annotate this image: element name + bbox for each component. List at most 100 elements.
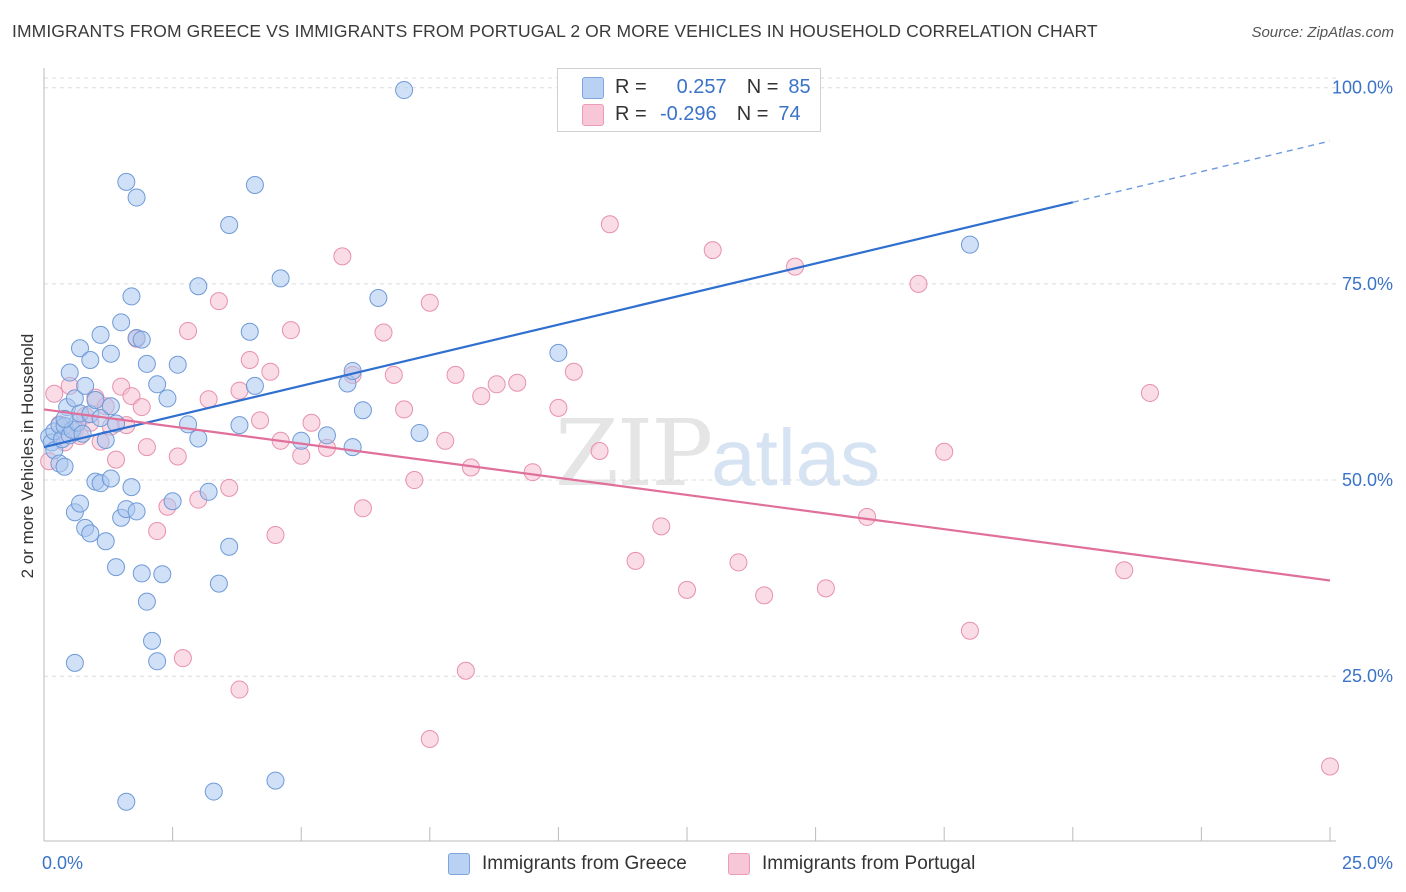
greece-point <box>91 325 110 344</box>
portugal-point <box>420 293 439 312</box>
greece-point <box>132 330 151 349</box>
portugal-point <box>333 247 352 266</box>
greece-trend-extension <box>1072 140 1331 203</box>
greece-point <box>245 376 264 395</box>
y-tick-label: 25.0% <box>1342 666 1393 686</box>
portugal-point <box>456 661 475 680</box>
greece-point <box>343 361 362 380</box>
greece-point <box>220 537 239 556</box>
greece-point <box>148 375 167 394</box>
portugal-point <box>261 362 280 381</box>
y-tick-label: 100.0% <box>1332 78 1393 98</box>
trend-lines <box>43 140 1331 582</box>
portugal-point <box>395 400 414 419</box>
portugal-point <box>132 398 151 417</box>
portugal-point <box>230 381 249 400</box>
n-label: N = <box>736 102 769 125</box>
r-value: 0.257 <box>676 75 727 98</box>
greece-point <box>117 792 136 811</box>
portugal-point <box>549 398 568 417</box>
greece-swatch <box>582 77 604 99</box>
portugal-point <box>405 471 424 490</box>
greece-point <box>137 592 156 611</box>
greece-point <box>117 172 136 191</box>
portugal-point <box>353 499 372 518</box>
greece-point <box>353 401 372 420</box>
greece-point <box>143 631 162 650</box>
greece-point <box>81 524 100 543</box>
portugal-point <box>729 553 748 572</box>
stats-legend: R = 0.257 N = 85 R = -0.296 N = 74 <box>557 68 821 132</box>
greece-point <box>101 397 120 416</box>
greece-point <box>230 416 249 435</box>
r-label: R = <box>615 75 647 98</box>
n-label: N = <box>746 75 779 98</box>
portugal-point <box>1140 383 1159 402</box>
portugal-point <box>179 321 198 340</box>
portugal-point <box>523 463 542 482</box>
greece-point <box>343 438 362 457</box>
portugal-swatch <box>582 104 604 126</box>
x-tick-label-right: 25.0% <box>1342 853 1393 873</box>
portugal-point <box>137 438 156 457</box>
portugal-point <box>374 323 393 342</box>
greece-point <box>220 216 239 235</box>
greece-point <box>209 574 228 593</box>
portugal-trend-line <box>43 408 1331 582</box>
legend-label: Immigrants from Greece <box>482 853 687 874</box>
greece-point <box>271 269 290 288</box>
greece-point <box>101 344 120 363</box>
source-credit: Source: ZipAtlas.com <box>1251 24 1394 41</box>
portugal-point <box>420 729 439 748</box>
greece-point <box>60 363 79 382</box>
greece-point <box>148 652 167 671</box>
n-value: 85 <box>788 75 811 98</box>
greece-point <box>266 771 285 790</box>
legend-row-portugal: R = -0.296 N = 74 <box>615 101 801 127</box>
portugal-point <box>816 579 835 598</box>
portugal-point <box>960 621 979 640</box>
greece-point <box>292 431 311 450</box>
n-value: 74 <box>778 102 801 125</box>
portugal-point <box>122 387 141 406</box>
greece-point <box>112 313 131 332</box>
portugal-point <box>384 365 403 384</box>
y-tick-label: 50.0% <box>1342 470 1393 490</box>
legend-label: Immigrants from Portugal <box>762 853 976 874</box>
greece-point <box>55 409 74 428</box>
chart-title: IMMIGRANTS FROM GREECE VS IMMIGRANTS FRO… <box>12 21 1098 41</box>
portugal-point <box>148 522 167 541</box>
portugal-point <box>508 373 527 392</box>
watermark-atlas: atlas <box>711 413 881 502</box>
greece-point <box>122 287 141 306</box>
y-tick-label: 75.0% <box>1342 274 1393 294</box>
greece-point <box>204 782 223 801</box>
portugal-point <box>600 215 619 234</box>
portugal-point <box>1115 561 1134 580</box>
greece-point <box>71 339 90 358</box>
portugal-point <box>251 411 270 430</box>
greece-point <box>189 429 208 448</box>
portugal-point <box>487 375 506 394</box>
greece-point <box>960 235 979 254</box>
portugal-point <box>168 447 187 466</box>
greece-point <box>71 494 90 513</box>
portugal-point <box>446 365 465 384</box>
portugal-point <box>935 442 954 461</box>
portugal-swatch <box>728 853 750 875</box>
portugal-point <box>45 384 64 403</box>
greece-point <box>86 391 105 410</box>
greece-point <box>101 469 120 488</box>
greece-point <box>122 478 141 497</box>
axes <box>43 68 1336 842</box>
greece-point <box>127 502 146 521</box>
greece-point <box>245 175 264 194</box>
portugal-point <box>107 450 126 469</box>
greece-point <box>153 565 172 584</box>
legend-item-portugal: Immigrants from Portugal <box>728 851 975 877</box>
portugal-point <box>281 321 300 340</box>
greece-point <box>317 426 336 445</box>
greece-point <box>132 564 151 583</box>
portugal-point <box>652 517 671 536</box>
